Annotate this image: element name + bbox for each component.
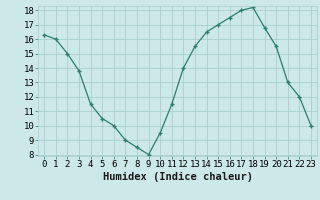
X-axis label: Humidex (Indice chaleur): Humidex (Indice chaleur) bbox=[103, 172, 252, 182]
